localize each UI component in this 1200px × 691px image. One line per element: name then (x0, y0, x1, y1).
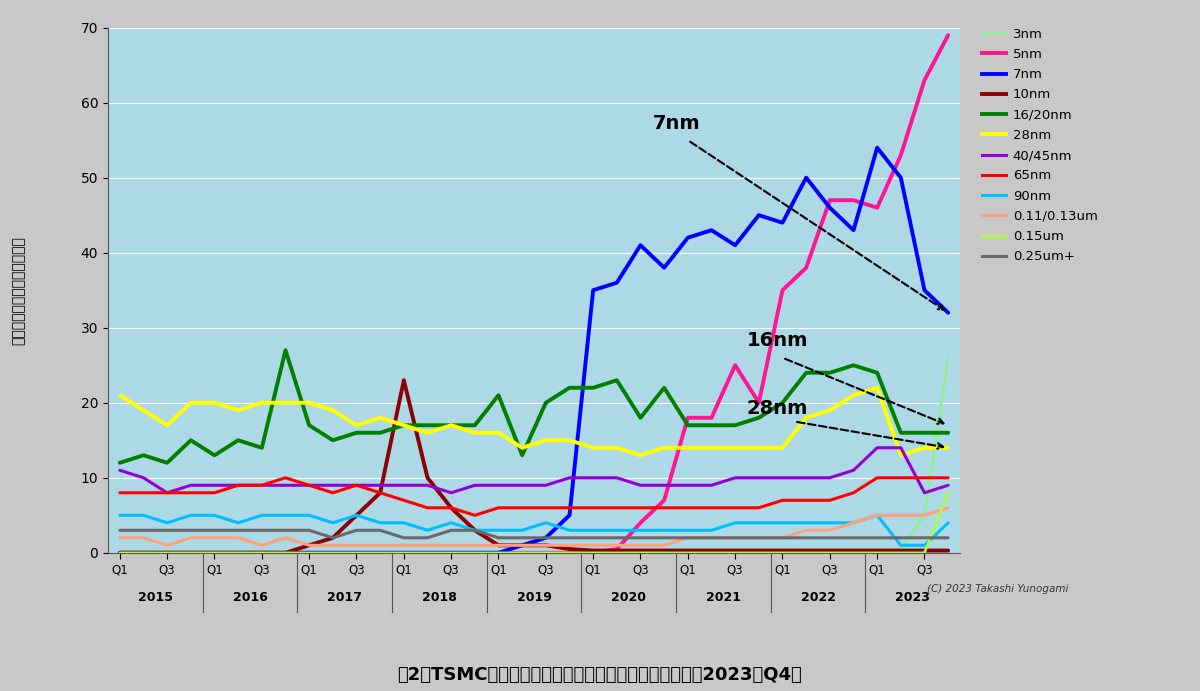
Text: 図2　TSMCの各テクノロジーノードの売上高の推移（～2023年Q4）: 図2 TSMCの各テクノロジーノードの売上高の推移（～2023年Q4） (397, 666, 803, 684)
Text: 2020: 2020 (611, 591, 646, 604)
Text: 2018: 2018 (422, 591, 457, 604)
Text: 16nm: 16nm (746, 332, 809, 350)
Legend: 3nm, 5nm, 7nm, 10nm, 16/20nm, 28nm, 40/45nm, 65nm, 90nm, 0.11/0.13um, 0.15um, 0.: 3nm, 5nm, 7nm, 10nm, 16/20nm, 28nm, 40/4… (977, 22, 1103, 269)
Text: ノード別の売上高（億ドル）: ノード別の売上高（億ドル） (11, 236, 25, 345)
Text: 7nm: 7nm (653, 114, 700, 133)
Text: 2017: 2017 (328, 591, 362, 604)
Text: 2021: 2021 (706, 591, 740, 604)
Text: (C) 2023 Takashi Yunogami: (C) 2023 Takashi Yunogami (926, 584, 1068, 594)
Text: 2023: 2023 (895, 591, 930, 604)
Text: 2019: 2019 (516, 591, 552, 604)
Text: 2016: 2016 (233, 591, 268, 604)
Text: 2022: 2022 (800, 591, 835, 604)
Text: 2015: 2015 (138, 591, 173, 604)
Text: 28nm: 28nm (746, 399, 809, 418)
